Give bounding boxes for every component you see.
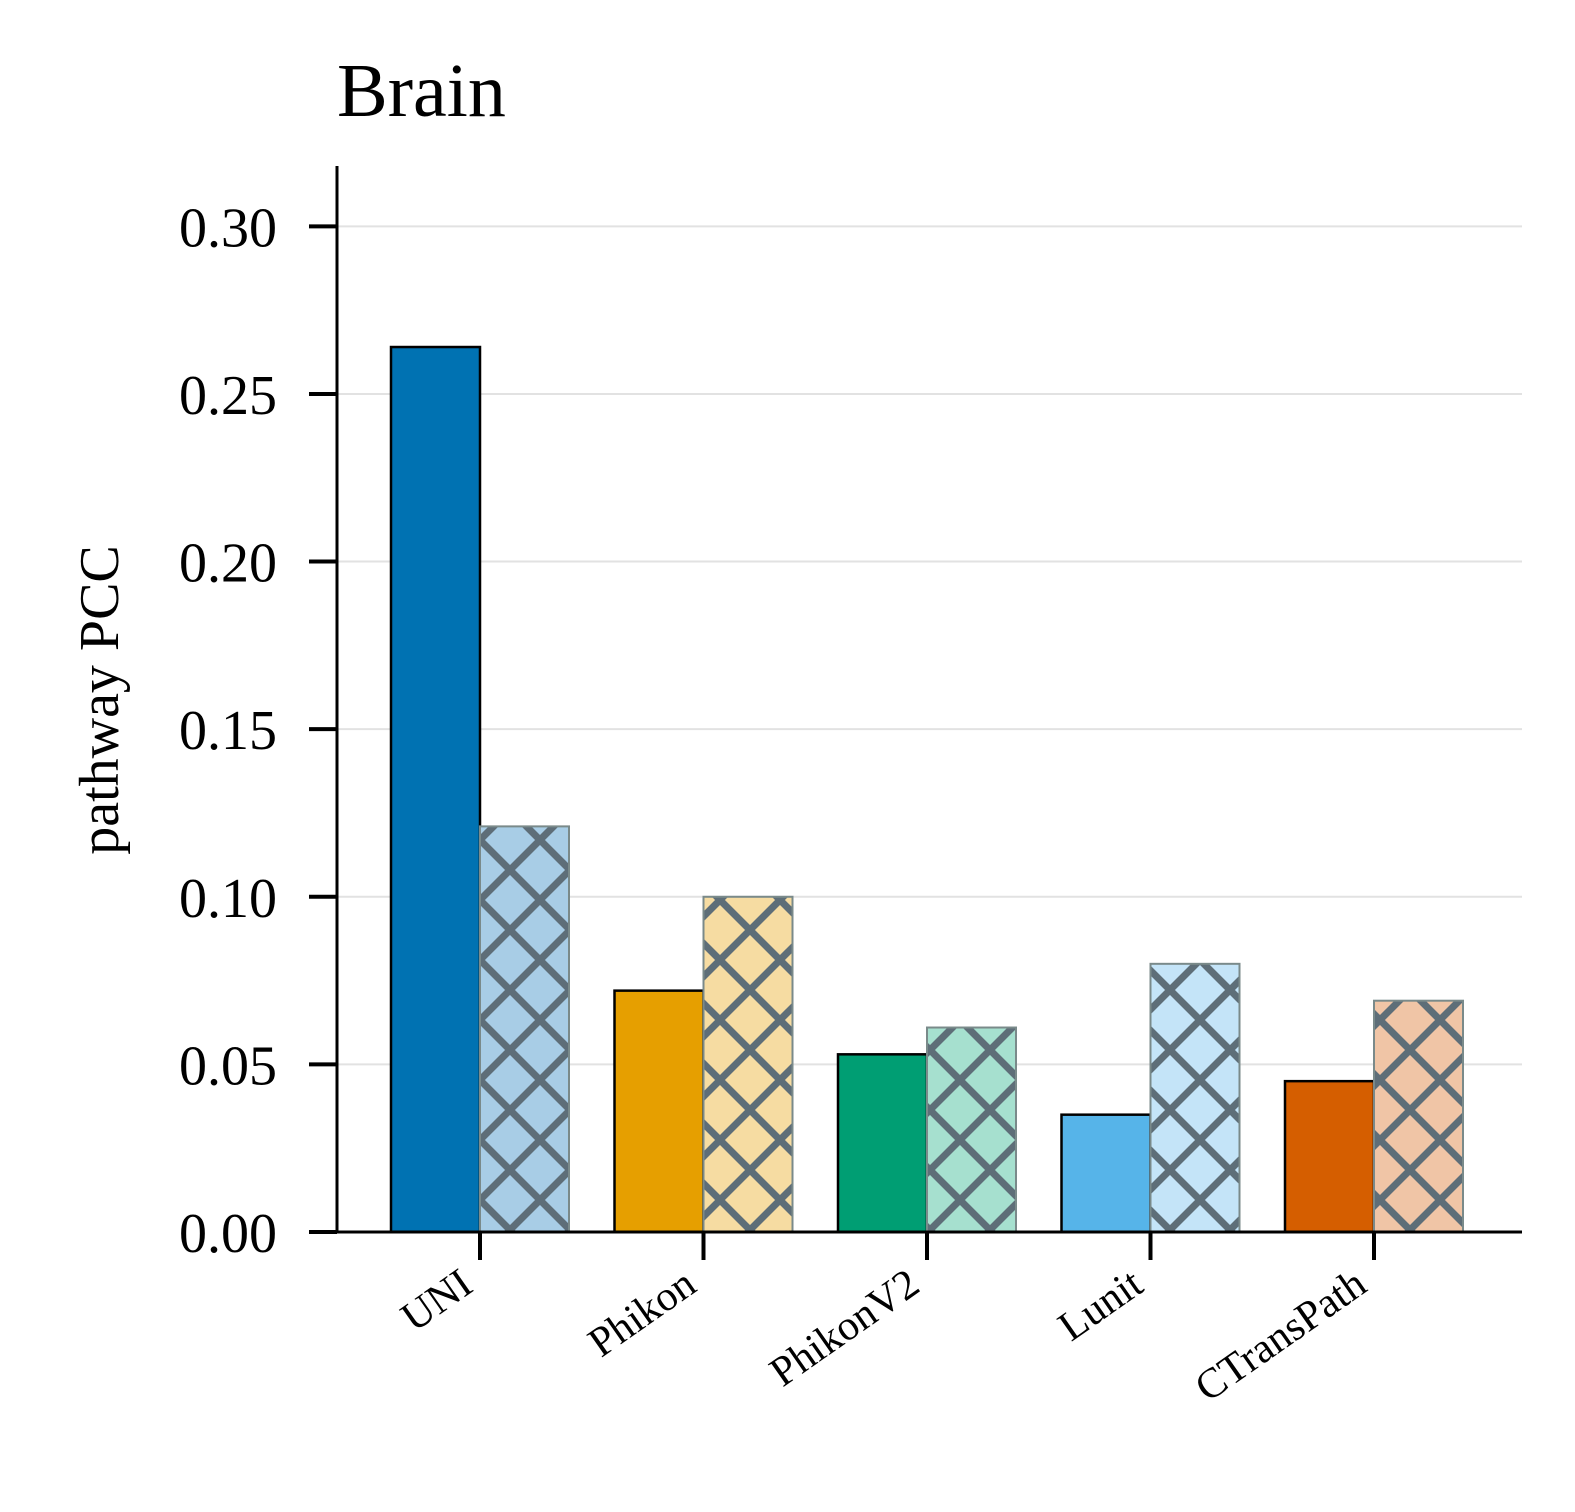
x-tick-label: CTransPath — [1187, 1261, 1375, 1412]
bar-solid-ctranspath — [1283, 1079, 1376, 1234]
bar-hatched-lunit — [1149, 962, 1241, 1233]
axes — [309, 166, 1522, 1234]
y-tick-label: 0.15 — [179, 700, 277, 762]
y-tick-label: 0.25 — [179, 365, 277, 427]
bar-solid-lunit — [1060, 1113, 1152, 1234]
y-tick-label: 0.20 — [179, 533, 277, 595]
bar-hatched-ctranspath — [1373, 999, 1464, 1233]
y-tick-label: 0.10 — [179, 868, 277, 930]
bar-solid-uni — [389, 345, 482, 1234]
x-tick-label: UNI — [393, 1261, 481, 1342]
bar-hatched-phikon — [702, 895, 794, 1233]
x-tick-label: PhikonV2 — [762, 1261, 928, 1396]
y-tick-label: 0.00 — [179, 1203, 277, 1265]
y-axis-label: pathway PCC — [69, 545, 131, 855]
x-tick-label: Phikon — [580, 1261, 704, 1367]
bars — [389, 345, 1464, 1234]
x-tick-label: Lunit — [1050, 1260, 1151, 1350]
bar-hatched-uni — [479, 825, 570, 1234]
y-tick-label: 0.05 — [179, 1035, 277, 1097]
bar-hatched-phikonv2 — [926, 1026, 1017, 1234]
y-tick-label: 0.30 — [179, 197, 277, 259]
bar-solid-phikon — [613, 989, 705, 1234]
bar-solid-phikonv2 — [836, 1053, 929, 1234]
chart-title: Brain — [337, 49, 506, 133]
